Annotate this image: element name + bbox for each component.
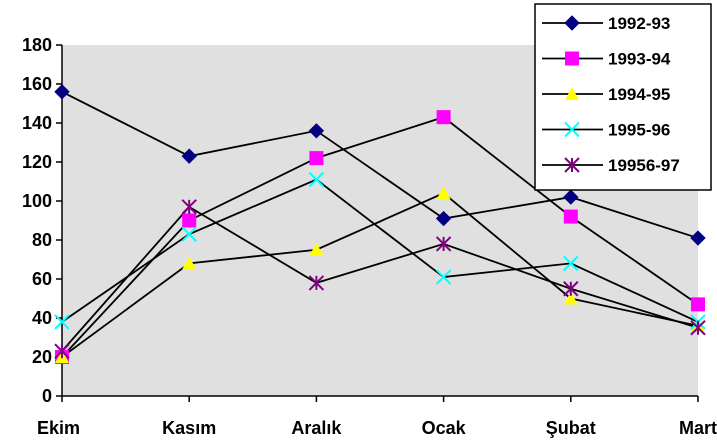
data-point-19956-97-Kasım bbox=[181, 199, 197, 215]
y-tick-label: 160 bbox=[22, 74, 52, 94]
data-point-1994-95-Kasım bbox=[182, 256, 197, 270]
legend-item: 1994-95 bbox=[542, 85, 670, 104]
data-point-1992-93-Ekim bbox=[54, 84, 70, 100]
data-point-1992-93-Kasım bbox=[181, 148, 197, 164]
y-tick-label: 60 bbox=[32, 269, 52, 289]
data-point-1995-96-Aralık bbox=[308, 171, 325, 188]
x-tick-label: Aralık bbox=[291, 418, 342, 438]
y-tick-label: 120 bbox=[22, 152, 52, 172]
legend-label: 19956-97 bbox=[608, 156, 680, 175]
series-line-1995-96 bbox=[61, 178, 699, 323]
data-point-19956-97-Ocak bbox=[435, 236, 452, 252]
data-point-1995-96-Kasım bbox=[181, 226, 197, 242]
data-point-1993-94-Kasım bbox=[182, 213, 197, 228]
legend: 1992-93 1993-94 1994-95 1995-96 19956-97 bbox=[534, 3, 712, 191]
y-tick-label: 180 bbox=[22, 35, 52, 55]
data-point-1995-96-Şubat bbox=[563, 255, 579, 272]
data-point-1992-93-Mart bbox=[690, 230, 706, 246]
data-point-19956-97-Mart bbox=[690, 320, 706, 336]
data-point-19956-97-Ekim bbox=[54, 343, 70, 359]
legend-label: 1995-96 bbox=[608, 121, 670, 140]
y-tick-label: 40 bbox=[32, 308, 52, 328]
x-tick-label: Kasım bbox=[162, 418, 216, 438]
data-point-1992-93-Ocak bbox=[435, 210, 452, 227]
data-point-1994-95-Ocak bbox=[436, 186, 451, 200]
y-tick-label: 100 bbox=[22, 191, 52, 211]
series-line-19956-97 bbox=[61, 205, 699, 352]
y-axis-ticks: 0 20 40 60 80 100 120 140 160 180 bbox=[22, 35, 62, 406]
data-point-1994-95-Şubat bbox=[563, 291, 578, 305]
data-point-1993-94-Ocak bbox=[436, 110, 451, 125]
legend-item: 1995-96 bbox=[542, 121, 670, 140]
data-point-19956-97-Aralık bbox=[308, 275, 325, 291]
x-tick-label: Ocak bbox=[422, 418, 467, 438]
y-tick-label: 0 bbox=[42, 386, 52, 406]
y-tick-label: 140 bbox=[22, 113, 52, 133]
x-tick-label: Mart bbox=[679, 418, 717, 438]
series-line-1994-95 bbox=[61, 192, 699, 358]
data-point-1995-96-Ekim bbox=[54, 314, 70, 330]
y-tick-label: 80 bbox=[32, 230, 52, 250]
legend-item: 1992-93 bbox=[542, 14, 670, 33]
data-point-1992-93-Aralık bbox=[308, 123, 325, 139]
legend-label: 1992-93 bbox=[608, 14, 670, 33]
legend-items: 1992-93 1993-94 1994-95 1995-96 19956-97 bbox=[542, 14, 680, 175]
legend-label: 1994-95 bbox=[608, 85, 670, 104]
data-point-19956-97-Şubat bbox=[563, 281, 579, 297]
series-line-1992-93 bbox=[61, 90, 699, 239]
x-tick-label: Ekim bbox=[37, 418, 80, 438]
x-axis-ticks: Ekim Kasım Aralık Ocak Şubat Mart bbox=[37, 396, 717, 438]
legend-marker bbox=[564, 15, 580, 31]
data-point-1993-94-Mart bbox=[691, 297, 705, 312]
legend-item: 1993-94 bbox=[542, 50, 671, 69]
data-point-1995-96-Ocak bbox=[435, 269, 452, 285]
x-tick-label: Şubat bbox=[546, 418, 596, 438]
legend-marker bbox=[564, 157, 580, 173]
legend-marker bbox=[564, 121, 580, 138]
legend-marker bbox=[565, 87, 579, 100]
legend-label: 1993-94 bbox=[608, 50, 671, 69]
data-point-1993-94-Şubat bbox=[563, 209, 578, 224]
data-point-1994-95-Aralık bbox=[309, 242, 324, 256]
legend-marker bbox=[565, 51, 579, 66]
y-tick-label: 20 bbox=[32, 347, 52, 367]
data-point-1992-93-Şubat bbox=[563, 189, 579, 205]
series-layer bbox=[54, 84, 706, 364]
series-line-1993-94 bbox=[61, 116, 699, 358]
legend-item: 19956-97 bbox=[542, 156, 680, 175]
data-point-1993-94-Aralık bbox=[309, 151, 324, 166]
legend-box bbox=[534, 3, 712, 191]
